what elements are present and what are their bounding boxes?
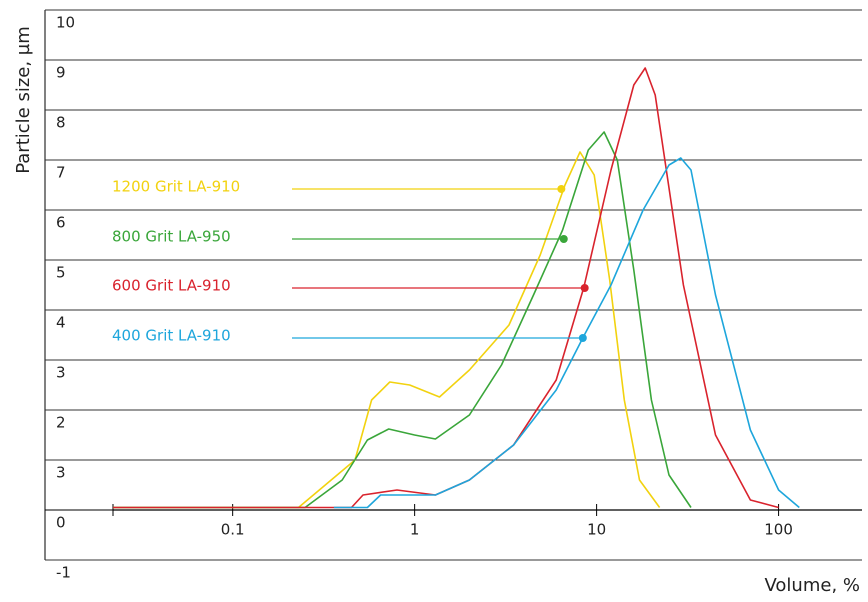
y-tick-label: 0 (56, 514, 66, 532)
y-tick-label: 9 (56, 64, 66, 82)
y-tick-label: 3 (56, 464, 66, 482)
legend-label: 600 Grit LA-910 (112, 277, 231, 295)
series-line (113, 131, 692, 509)
y-tick-label: 3 (56, 364, 66, 382)
label-marker (578, 334, 587, 342)
y-tick-label: 7 (56, 164, 66, 182)
x-tick-label: 1 (410, 521, 420, 539)
legend-label: 800 Grit LA-950 (112, 228, 231, 246)
series-line (113, 151, 661, 509)
series-line (333, 157, 800, 509)
x-tick-label: 10 (587, 521, 606, 539)
y-tick-label: 2 (56, 414, 66, 432)
y-tick-label: 6 (56, 214, 66, 232)
y-tick-label: 5 (56, 264, 66, 282)
x-tick-label: 0.1 (221, 521, 245, 539)
label-marker (557, 185, 566, 193)
label-marker (559, 235, 568, 243)
x-axis-label: Volume, % (765, 575, 861, 596)
y-tick-label: -1 (56, 564, 71, 582)
label-marker (580, 284, 589, 292)
y-tick-label: 10 (56, 14, 75, 32)
legend-label: 1200 Grit LA-910 (112, 178, 240, 196)
y-tick-label: 4 (56, 314, 66, 332)
y-axis-label: Particle size, µm (13, 26, 34, 174)
y-tick-label: 8 (56, 114, 66, 132)
legend-label: 400 Grit LA-910 (112, 327, 231, 345)
x-tick-label: 100 (764, 521, 793, 539)
